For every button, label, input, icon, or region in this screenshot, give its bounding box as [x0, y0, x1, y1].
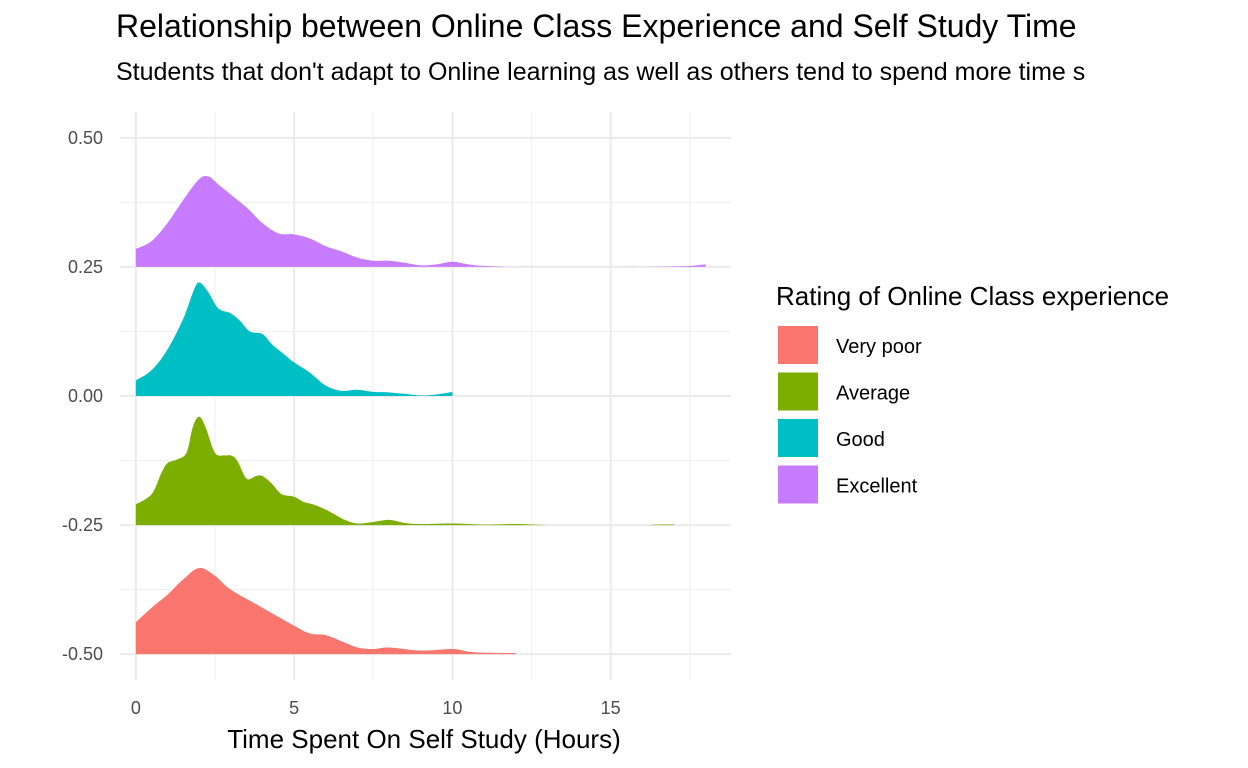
density-area-good [135, 282, 453, 396]
x-tick-label: 10 [442, 698, 462, 718]
x-tick-label: 5 [289, 698, 299, 718]
legend-title: Rating of Online Class experience [776, 281, 1169, 311]
legend-swatch-very-poor [778, 326, 818, 364]
x-axis-title: Time Spent On Self Study (Hours) [227, 724, 621, 754]
y-tick-label: 0.00 [68, 386, 103, 406]
legend-swatch-good [778, 419, 818, 457]
y-tick-label: -0.25 [62, 515, 103, 535]
density-area-very-poor [135, 567, 516, 655]
legend-swatch-average [778, 372, 818, 411]
y-tick-label: 0.50 [68, 128, 103, 148]
density-series [135, 175, 706, 655]
density-area-excellent [135, 175, 706, 267]
y-tick-label: -0.50 [62, 644, 103, 664]
y-axis-ticks: 0.50 0.25 0.00 -0.25 -0.50 [62, 128, 103, 664]
density-area-average [135, 416, 675, 526]
chart-title: Relationship between Online Class Experi… [116, 8, 1077, 44]
legend-swatch-excellent [778, 465, 818, 504]
x-axis-ticks: 0 5 10 15 [131, 698, 621, 718]
x-tick-label: 15 [601, 698, 621, 718]
legend-label-average: Average [836, 383, 910, 405]
chart-subtitle: Students that don't adapt to Online lear… [116, 58, 1086, 86]
legend-label-excellent: Excellent [836, 476, 918, 498]
legend: Rating of Online Class experience Very p… [776, 281, 1169, 504]
legend-label-good: Good [836, 429, 885, 451]
legend-label-very-poor: Very poor [836, 336, 922, 358]
y-tick-label: 0.25 [68, 257, 103, 277]
x-tick-label: 0 [131, 698, 141, 718]
